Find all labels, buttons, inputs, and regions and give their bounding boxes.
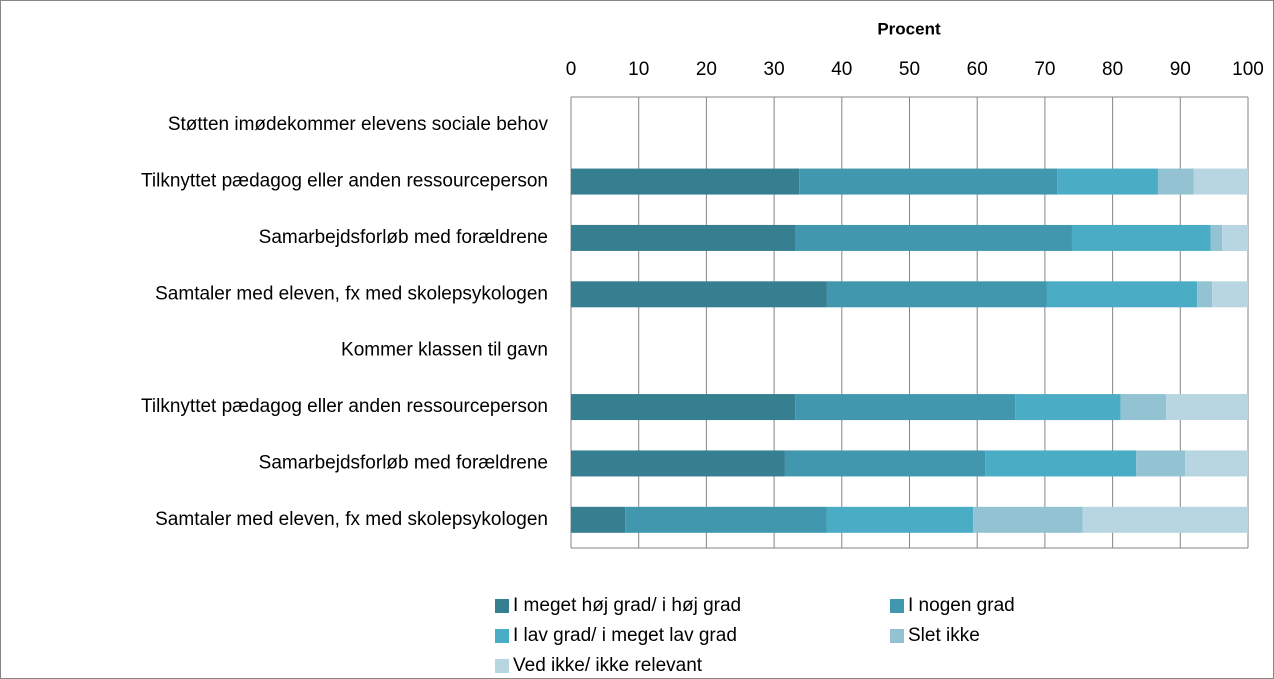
y-tick-label: Samarbejdsforløb med forældrene (259, 452, 548, 473)
bar-segment (571, 450, 785, 477)
bar-segment (826, 281, 1047, 308)
bar-segment (1057, 168, 1158, 195)
y-tick-label: Tilknyttet pædagog eller anden ressource… (141, 396, 548, 417)
x-tick-label: 30 (764, 59, 785, 80)
legend-label: I meget høj grad/ i høj grad (513, 595, 741, 616)
bar-segment (571, 281, 827, 308)
bar-segment (985, 450, 1137, 477)
bar-segment (1197, 281, 1213, 308)
bar-segment (1082, 506, 1248, 533)
legend-swatch (890, 599, 904, 613)
x-tick-label: 70 (1034, 59, 1055, 80)
y-tick-label: Tilknyttet pædagog eller anden ressource… (141, 171, 548, 192)
x-tick-label: 20 (696, 59, 717, 80)
bar-segment (1157, 168, 1194, 195)
x-tick-label: 60 (967, 59, 988, 80)
bar-segment (1185, 450, 1248, 477)
legend-label: Slet ikke (908, 625, 980, 646)
bar-segment (784, 450, 986, 477)
bar-segment (1046, 281, 1198, 308)
bar-segment (1136, 450, 1186, 477)
legend-swatch (890, 629, 904, 643)
bar-segment (1222, 224, 1248, 251)
legend-label: I nogen grad (908, 595, 1015, 616)
x-tick-label: 100 (1232, 59, 1264, 80)
bar-segment (625, 506, 827, 533)
legend-label: I lav grad/ i meget lav grad (513, 625, 737, 646)
bar-segment (795, 224, 1072, 251)
bar-segment (1166, 394, 1248, 421)
bar-segment (1071, 224, 1211, 251)
x-tick-label: 40 (831, 59, 852, 80)
bar-segment (571, 506, 626, 533)
bar-segment (826, 506, 974, 533)
bar-segment (1015, 394, 1121, 421)
y-tick-label: Kommer klassen til gavn (341, 340, 548, 361)
x-tick-label: 80 (1102, 59, 1123, 80)
bar-segment (571, 168, 800, 195)
bar-segment (1193, 168, 1248, 195)
bar-segment (973, 506, 1083, 533)
bar-segment (1212, 281, 1248, 308)
bar-segment (799, 168, 1058, 195)
bar-segment (1120, 394, 1167, 421)
legend-swatch (495, 659, 509, 673)
axis-title: Procent (877, 19, 941, 38)
legend-swatch (495, 599, 509, 613)
bar-segment (571, 224, 796, 251)
x-tick-label: 50 (899, 59, 920, 80)
x-tick-label: 90 (1170, 59, 1191, 80)
legend-swatch (495, 629, 509, 643)
x-tick-label: 10 (628, 59, 649, 80)
bar-segment (1210, 224, 1223, 251)
bar-segment (571, 394, 796, 421)
legend-label: Ved ikke/ ikke relevant (513, 655, 703, 676)
y-tick-label: Samtaler med eleven, fx med skolepsykolo… (155, 283, 548, 304)
y-tick-label: Samarbejdsforløb med forældrene (259, 227, 548, 248)
y-tick-label: Støtten imødekommer elevens sociale beho… (168, 114, 549, 135)
x-tick-label: 0 (566, 59, 577, 80)
y-tick-label: Samtaler med eleven, fx med skolepsykolo… (155, 509, 548, 530)
bar-segment (795, 394, 1016, 421)
